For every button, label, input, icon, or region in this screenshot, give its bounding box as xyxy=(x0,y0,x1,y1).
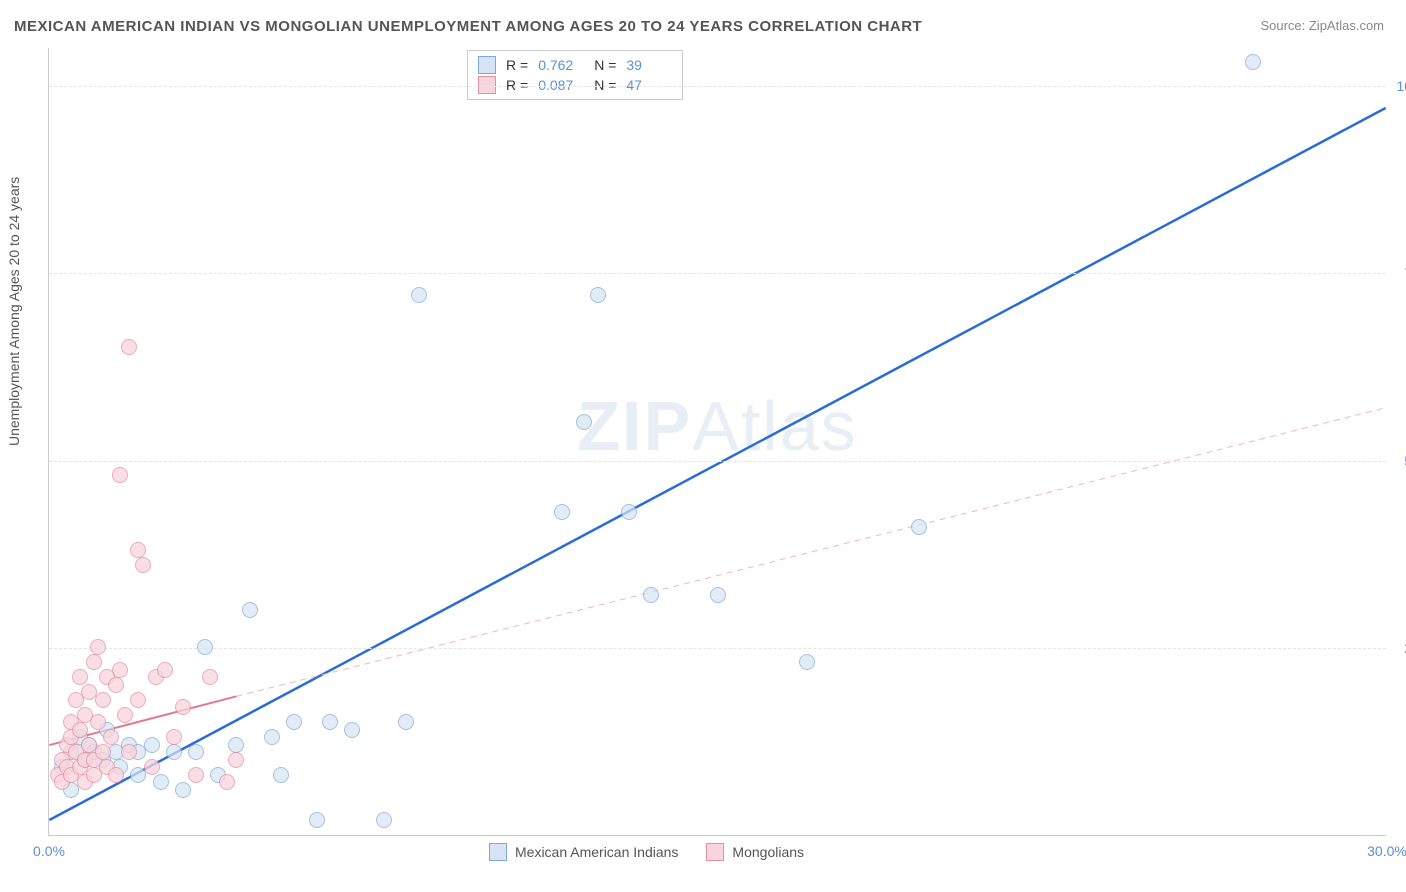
grid-line xyxy=(49,273,1386,274)
source-label: Source: ZipAtlas.com xyxy=(1260,18,1384,33)
legend-r-value-0: 0.762 xyxy=(538,57,584,73)
scatter-point xyxy=(643,587,659,603)
scatter-point xyxy=(197,639,213,655)
scatter-point xyxy=(144,759,160,775)
scatter-point xyxy=(157,662,173,678)
legend-swatch-b0 xyxy=(489,843,507,861)
scatter-point xyxy=(376,812,392,828)
scatter-point xyxy=(108,767,124,783)
legend-series-label-0: Mexican American Indians xyxy=(515,844,678,860)
scatter-point xyxy=(90,639,106,655)
scatter-point xyxy=(621,504,637,520)
legend-n-value-0: 39 xyxy=(626,57,672,73)
scatter-point xyxy=(121,339,137,355)
scatter-point xyxy=(911,519,927,535)
scatter-point xyxy=(188,744,204,760)
legend-r-label: R = xyxy=(506,57,528,73)
scatter-point xyxy=(72,722,88,738)
scatter-point xyxy=(112,662,128,678)
trend-line xyxy=(236,408,1385,697)
scatter-point xyxy=(202,669,218,685)
scatter-point xyxy=(90,714,106,730)
scatter-point xyxy=(286,714,302,730)
scatter-point xyxy=(188,767,204,783)
chart-container: MEXICAN AMERICAN INDIAN VS MONGOLIAN UNE… xyxy=(0,0,1406,892)
legend-series-item-1: Mongolians xyxy=(706,843,804,861)
scatter-point xyxy=(166,729,182,745)
scatter-point xyxy=(95,692,111,708)
scatter-point xyxy=(322,714,338,730)
scatter-point xyxy=(411,287,427,303)
legend-n-label: N = xyxy=(594,57,616,73)
chart-title: MEXICAN AMERICAN INDIAN VS MONGOLIAN UNE… xyxy=(14,18,922,35)
trend-lines-svg xyxy=(49,48,1386,835)
scatter-point xyxy=(175,782,191,798)
scatter-point xyxy=(554,504,570,520)
scatter-point xyxy=(135,557,151,573)
scatter-point xyxy=(1245,54,1261,70)
legend-series: Mexican American Indians Mongolians xyxy=(489,843,804,861)
scatter-point xyxy=(710,587,726,603)
scatter-point xyxy=(576,414,592,430)
legend-series-label-1: Mongolians xyxy=(732,844,804,860)
scatter-point xyxy=(228,737,244,753)
scatter-point xyxy=(264,729,280,745)
scatter-point xyxy=(309,812,325,828)
scatter-point xyxy=(799,654,815,670)
legend-stats-row-0: R = 0.762 N = 39 xyxy=(478,55,672,75)
scatter-point xyxy=(117,707,133,723)
grid-line xyxy=(49,648,1386,649)
scatter-point xyxy=(72,669,88,685)
watermark-bold: ZIP xyxy=(577,387,692,465)
legend-stats: R = 0.762 N = 39 R = 0.087 N = 47 xyxy=(467,50,683,100)
y-axis-label: Unemployment Among Ages 20 to 24 years xyxy=(6,177,22,446)
y-tick-label: 100.0% xyxy=(1397,78,1406,94)
scatter-point xyxy=(175,699,191,715)
scatter-point xyxy=(103,729,119,745)
plot-area: ZIPAtlas R = 0.762 N = 39 R = 0.087 N = … xyxy=(48,48,1386,836)
watermark-rest: Atlas xyxy=(692,387,858,465)
scatter-point xyxy=(228,752,244,768)
trend-line xyxy=(49,108,1385,820)
scatter-point xyxy=(130,542,146,558)
scatter-point xyxy=(398,714,414,730)
scatter-point xyxy=(108,677,124,693)
scatter-point xyxy=(153,774,169,790)
scatter-point xyxy=(144,737,160,753)
x-tick-label: 0.0% xyxy=(33,843,65,859)
grid-line xyxy=(49,461,1386,462)
legend-series-item-0: Mexican American Indians xyxy=(489,843,678,861)
x-tick-label: 30.0% xyxy=(1367,843,1406,859)
scatter-point xyxy=(344,722,360,738)
legend-swatch-b1 xyxy=(706,843,724,861)
scatter-point xyxy=(86,654,102,670)
scatter-point xyxy=(121,744,137,760)
scatter-point xyxy=(112,467,128,483)
scatter-point xyxy=(219,774,235,790)
scatter-point xyxy=(166,744,182,760)
scatter-point xyxy=(242,602,258,618)
grid-line xyxy=(49,86,1386,87)
scatter-point xyxy=(273,767,289,783)
legend-swatch-0 xyxy=(478,56,496,74)
scatter-point xyxy=(95,744,111,760)
scatter-point xyxy=(130,692,146,708)
watermark-text: ZIPAtlas xyxy=(577,386,858,466)
scatter-point xyxy=(590,287,606,303)
